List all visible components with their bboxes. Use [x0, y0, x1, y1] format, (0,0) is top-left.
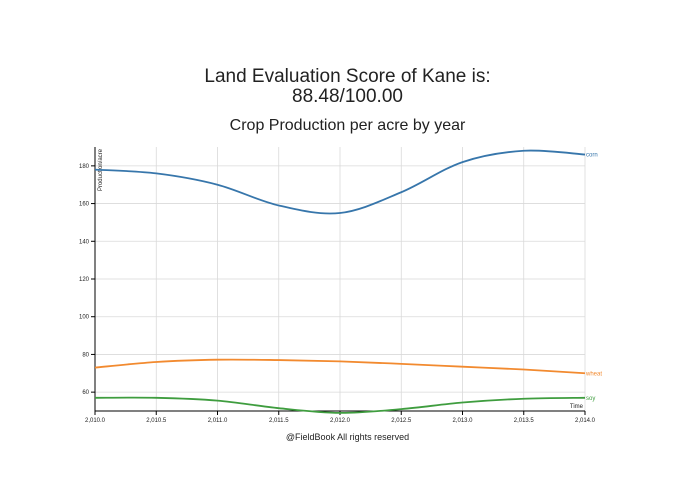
series-line-wheat	[94, 358, 586, 375]
y-tick-label: 180	[79, 164, 90, 170]
y-tick-label: 80	[82, 352, 89, 358]
series-line-corn	[94, 149, 586, 215]
chart-main-title-line-1: Land Evaluation Score of Kane is:	[204, 66, 491, 87]
x-tick-label: 2,011.0	[208, 418, 228, 424]
x-tick-label: 2,014.0	[575, 418, 596, 424]
chart-main-title-line-2: 88.48/100.00	[292, 86, 403, 107]
x-tick-label: 2,012.0	[330, 418, 351, 424]
x-tick-label: 2,010.0	[85, 418, 106, 424]
x-tick-label: 2,013.0	[452, 418, 473, 424]
y-tick-label: 120	[79, 277, 90, 283]
x-axis-label: Time	[570, 404, 584, 410]
x-tick-label: 2,011.5	[269, 418, 289, 424]
series-label-wheat: wheat	[585, 371, 602, 377]
y-tick-label: 140	[79, 239, 90, 245]
series-label-soy: soy	[586, 396, 595, 402]
copyright-footer: @FieldBook All rights reserved	[285, 432, 410, 442]
chart-subtitle: Crop Production per acre by year	[229, 117, 466, 134]
y-tick-label: 160	[79, 202, 90, 208]
x-tick-label: 2,013.5	[514, 418, 535, 424]
y-tick-label: 100	[79, 315, 90, 321]
series-label-corn: corn	[586, 153, 598, 159]
y-tick-label: 60	[82, 390, 89, 396]
x-tick-label: 2,012.5	[391, 418, 412, 424]
series-line-soy	[94, 396, 586, 414]
x-tick-label: 2,010.5	[146, 418, 167, 424]
